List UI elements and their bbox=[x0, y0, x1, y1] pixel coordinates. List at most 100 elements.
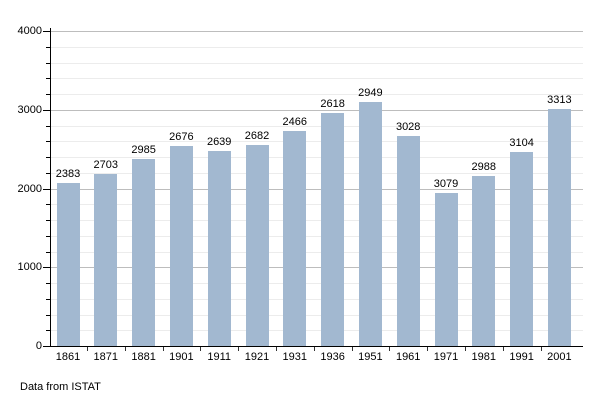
x-axis-tick bbox=[86, 347, 88, 351]
y-axis-tick bbox=[43, 109, 50, 111]
minor-gridline bbox=[50, 204, 583, 206]
y-axis-tick-label: 1000 bbox=[17, 261, 42, 274]
bar bbox=[169, 146, 193, 346]
y-axis-tick bbox=[46, 204, 50, 206]
bar-value-label: 2383 bbox=[55, 168, 81, 180]
x-axis-line bbox=[50, 346, 583, 347]
x-axis-tick-label: 1936 bbox=[320, 351, 345, 363]
y-axis-line bbox=[50, 28, 51, 347]
x-axis-tick-label: 1991 bbox=[509, 351, 534, 363]
x-axis-tick-label: 1981 bbox=[471, 351, 497, 363]
y-axis-tick bbox=[46, 46, 50, 48]
y-axis-tick bbox=[46, 283, 50, 284]
x-axis-tick bbox=[351, 347, 353, 351]
x-axis-tick bbox=[427, 347, 429, 351]
x-axis-tick bbox=[313, 347, 315, 351]
x-axis-tick bbox=[124, 347, 126, 351]
minor-gridline bbox=[50, 62, 583, 64]
minor-gridline bbox=[50, 125, 583, 127]
bar bbox=[132, 158, 156, 346]
x-axis-tick-label: 1861 bbox=[55, 351, 81, 363]
y-axis-tick bbox=[46, 94, 50, 95]
x-axis-tick bbox=[238, 347, 240, 351]
minor-gridline bbox=[50, 157, 583, 158]
x-axis-tick-label: 1881 bbox=[131, 351, 156, 363]
x-axis-tick bbox=[540, 347, 542, 351]
y-axis-tick bbox=[46, 125, 50, 127]
x-axis-tick bbox=[502, 347, 504, 351]
bar bbox=[510, 151, 534, 346]
y-axis-tick bbox=[43, 346, 50, 347]
x-axis-tick bbox=[464, 347, 466, 351]
bar bbox=[283, 131, 307, 346]
y-axis-tick bbox=[46, 220, 50, 221]
y-axis-tick bbox=[43, 267, 50, 269]
bar bbox=[207, 151, 231, 346]
y-axis-tick bbox=[46, 157, 50, 158]
bar bbox=[94, 173, 118, 346]
x-axis-tick bbox=[389, 347, 391, 351]
y-axis-tick bbox=[46, 235, 50, 237]
bar bbox=[434, 192, 458, 346]
x-axis-tick-label: 1971 bbox=[433, 351, 459, 363]
major-gridline bbox=[50, 109, 583, 111]
y-axis-tick bbox=[46, 314, 50, 316]
x-axis-tick-label: 1871 bbox=[93, 351, 119, 363]
y-axis-tick bbox=[43, 188, 50, 190]
bar-value-label: 2676 bbox=[169, 131, 194, 143]
minor-gridline bbox=[50, 235, 583, 237]
bar-value-label: 2985 bbox=[131, 143, 156, 156]
bar-value-label: 2682 bbox=[244, 130, 270, 143]
y-axis-tick bbox=[46, 298, 50, 300]
bar-value-label: 2988 bbox=[471, 161, 497, 174]
bar-value-label: 2703 bbox=[93, 158, 119, 171]
y-axis-tick-label: 4000 bbox=[17, 25, 42, 37]
y-axis-tick bbox=[46, 78, 50, 80]
bar-value-label: 2618 bbox=[320, 97, 345, 110]
y-axis-tick bbox=[46, 330, 50, 332]
minor-gridline bbox=[50, 283, 583, 284]
y-axis-tick bbox=[46, 62, 50, 64]
bar-value-label: 3079 bbox=[433, 177, 459, 190]
bar-value-label: 2639 bbox=[206, 136, 232, 149]
minor-gridline bbox=[50, 78, 583, 80]
minor-gridline bbox=[50, 251, 583, 253]
x-axis-tick-label: 1951 bbox=[358, 351, 383, 363]
bar bbox=[245, 145, 269, 346]
x-axis-tick bbox=[200, 347, 202, 351]
minor-gridline bbox=[50, 94, 583, 95]
y-axis-tick bbox=[43, 31, 50, 32]
x-axis-tick-label: 2001 bbox=[547, 351, 572, 363]
x-axis-tick-label: 1961 bbox=[395, 351, 421, 363]
minor-gridline bbox=[50, 46, 583, 48]
bar-value-label: 3313 bbox=[547, 94, 572, 107]
minor-gridline bbox=[50, 172, 583, 174]
y-axis-tick-label: 0 bbox=[35, 340, 42, 352]
x-axis-tick-label: 1911 bbox=[207, 351, 232, 363]
minor-gridline bbox=[50, 314, 583, 316]
bar-value-label: 2949 bbox=[358, 87, 383, 100]
bar-value-label: 2466 bbox=[282, 116, 308, 129]
bar bbox=[321, 112, 345, 346]
y-axis-tick bbox=[46, 172, 50, 174]
footer-note: Data from ISTAT bbox=[20, 381, 101, 393]
y-axis-tick-label: 3000 bbox=[17, 103, 42, 116]
major-gridline bbox=[50, 188, 583, 190]
major-gridline bbox=[50, 31, 583, 32]
bar bbox=[396, 135, 420, 346]
x-axis-tick bbox=[162, 347, 164, 351]
minor-gridline bbox=[50, 220, 583, 221]
minor-gridline bbox=[50, 330, 583, 332]
bar bbox=[56, 183, 80, 346]
bar bbox=[358, 102, 382, 346]
minor-gridline bbox=[50, 141, 583, 143]
minor-gridline bbox=[50, 298, 583, 300]
x-axis-tick-label: 1921 bbox=[244, 351, 270, 363]
x-axis-tick-label: 1901 bbox=[169, 351, 194, 363]
bar bbox=[472, 176, 496, 346]
x-axis-tick-label: 1931 bbox=[282, 351, 308, 363]
bar-value-label: 3028 bbox=[395, 120, 421, 133]
major-gridline bbox=[50, 267, 583, 269]
bar bbox=[547, 109, 571, 346]
